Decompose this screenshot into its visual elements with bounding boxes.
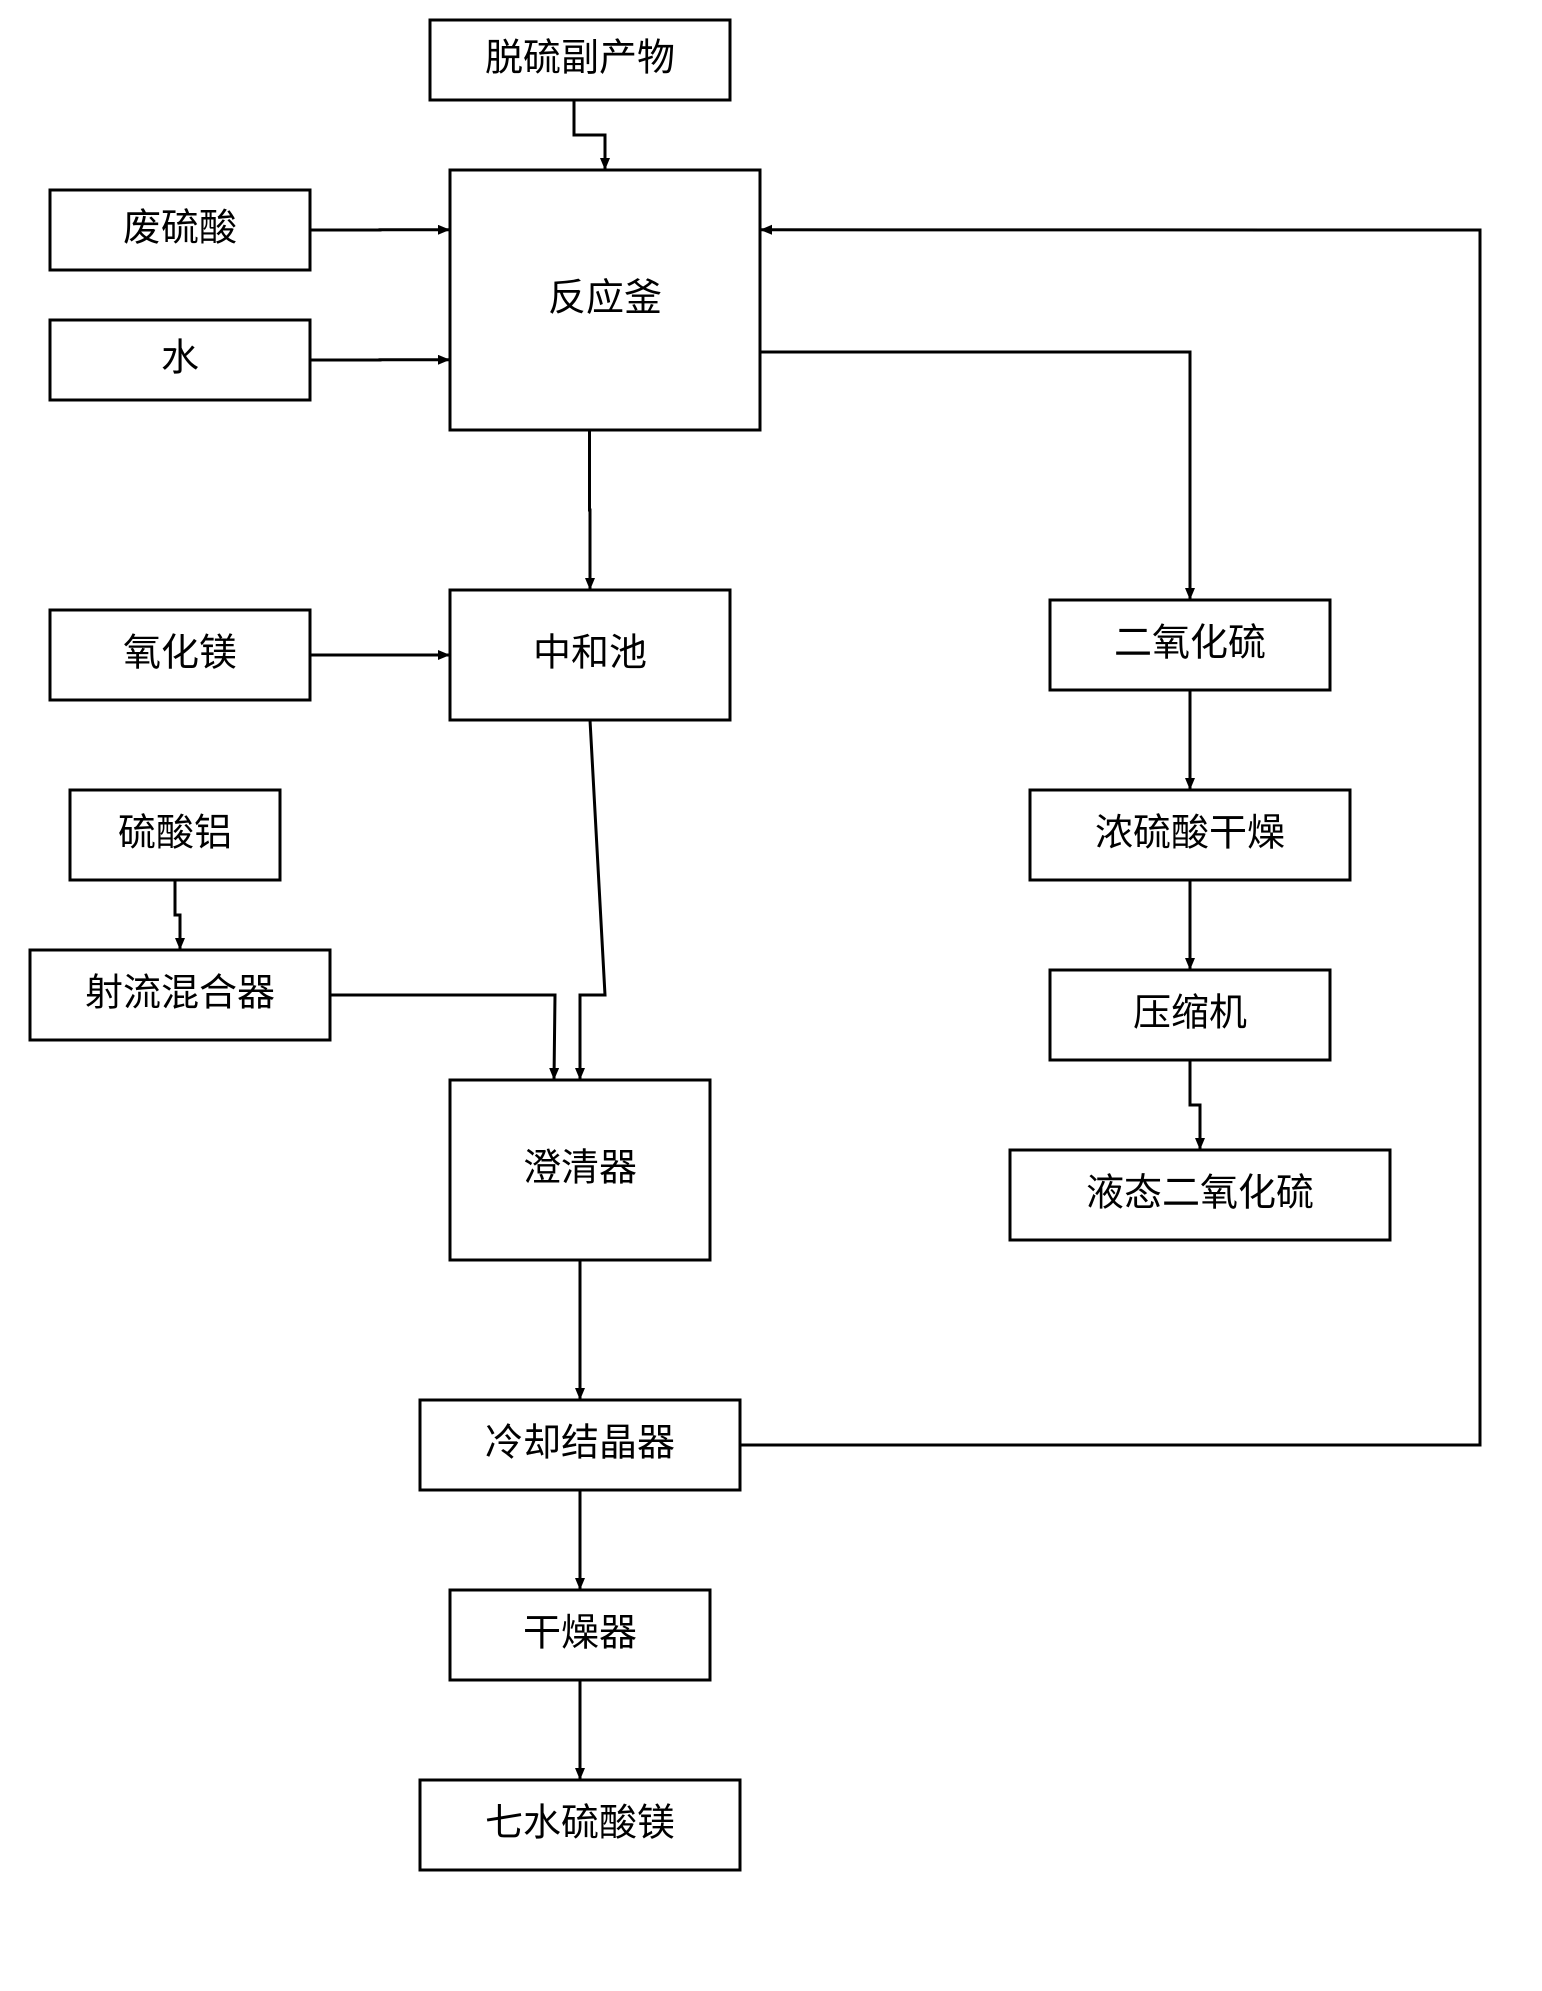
node-n_clarifier: 澄清器 bbox=[450, 1080, 710, 1260]
node-label: 硫酸铝 bbox=[118, 813, 232, 855]
node-label: 中和池 bbox=[533, 633, 647, 675]
node-label: 废硫酸 bbox=[123, 208, 237, 250]
node-label: 干燥器 bbox=[523, 1613, 637, 1655]
node-n_al2so4: 硫酸铝 bbox=[70, 790, 280, 880]
node-n_byproduct: 脱硫副产物 bbox=[430, 20, 730, 100]
node-n_reactor: 反应釜 bbox=[450, 170, 760, 430]
edge-n_compressor-n_liqso2 bbox=[1190, 1060, 1200, 1150]
node-label: 压缩机 bbox=[1133, 993, 1247, 1035]
edge-n_al2so4-n_jetmix bbox=[175, 880, 180, 950]
node-n_crystal: 冷却结晶器 bbox=[420, 1400, 740, 1490]
node-label: 水 bbox=[161, 338, 199, 380]
node-label: 澄清器 bbox=[523, 1148, 637, 1190]
node-label: 射流混合器 bbox=[85, 973, 275, 1015]
edge-n_neutral-n_clarifier bbox=[580, 720, 605, 1080]
nodes-layer: 脱硫副产物废硫酸反应釜水氧化镁 中和池 二氧化硫硫酸铝 浓硫酸干燥射流混合器 压缩机澄清… bbox=[30, 20, 1390, 1870]
node-n_compressor: 压缩机 bbox=[1050, 970, 1330, 1060]
node-n_h2so4: 废硫酸 bbox=[50, 190, 310, 270]
node-label: 冷却结晶器 bbox=[485, 1423, 675, 1465]
edge-n_reactor-n_so2 bbox=[760, 352, 1190, 600]
node-label: 七水硫酸镁 bbox=[485, 1803, 675, 1845]
edge-n_jetmix-n_clarifier bbox=[330, 995, 555, 1080]
node-n_neutral: 中和池 bbox=[450, 590, 730, 720]
edges-layer bbox=[175, 100, 1480, 1780]
node-label: 反应釜 bbox=[548, 278, 662, 320]
edge-n_reactor-n_neutral bbox=[590, 430, 591, 590]
node-n_water: 水 bbox=[50, 320, 310, 400]
flowchart-canvas: 脱硫副产物废硫酸反应釜水氧化镁 中和池 二氧化硫硫酸铝 浓硫酸干燥射流混合器 压缩机澄清… bbox=[0, 0, 1542, 1991]
node-label: 氧化镁 bbox=[123, 633, 237, 675]
node-n_mgo: 氧化镁 bbox=[50, 610, 310, 700]
node-label: 浓硫酸干燥 bbox=[1095, 813, 1285, 855]
node-label: 二氧化硫 bbox=[1114, 623, 1266, 665]
node-n_product: 七水硫酸镁 bbox=[420, 1780, 740, 1870]
node-label: 脱硫副产物 bbox=[485, 38, 675, 80]
node-label: 液态二氧化硫 bbox=[1086, 1173, 1314, 1215]
node-n_liqso2: 液态二氧化硫 bbox=[1010, 1150, 1390, 1240]
node-n_dryer: 干燥器 bbox=[450, 1590, 710, 1680]
edge-n_byproduct-n_reactor bbox=[574, 100, 605, 170]
node-n_jetmix: 射流混合器 bbox=[30, 950, 330, 1040]
node-n_so2: 二氧化硫 bbox=[1050, 600, 1330, 690]
node-n_dry_h2so4: 浓硫酸干燥 bbox=[1030, 790, 1350, 880]
